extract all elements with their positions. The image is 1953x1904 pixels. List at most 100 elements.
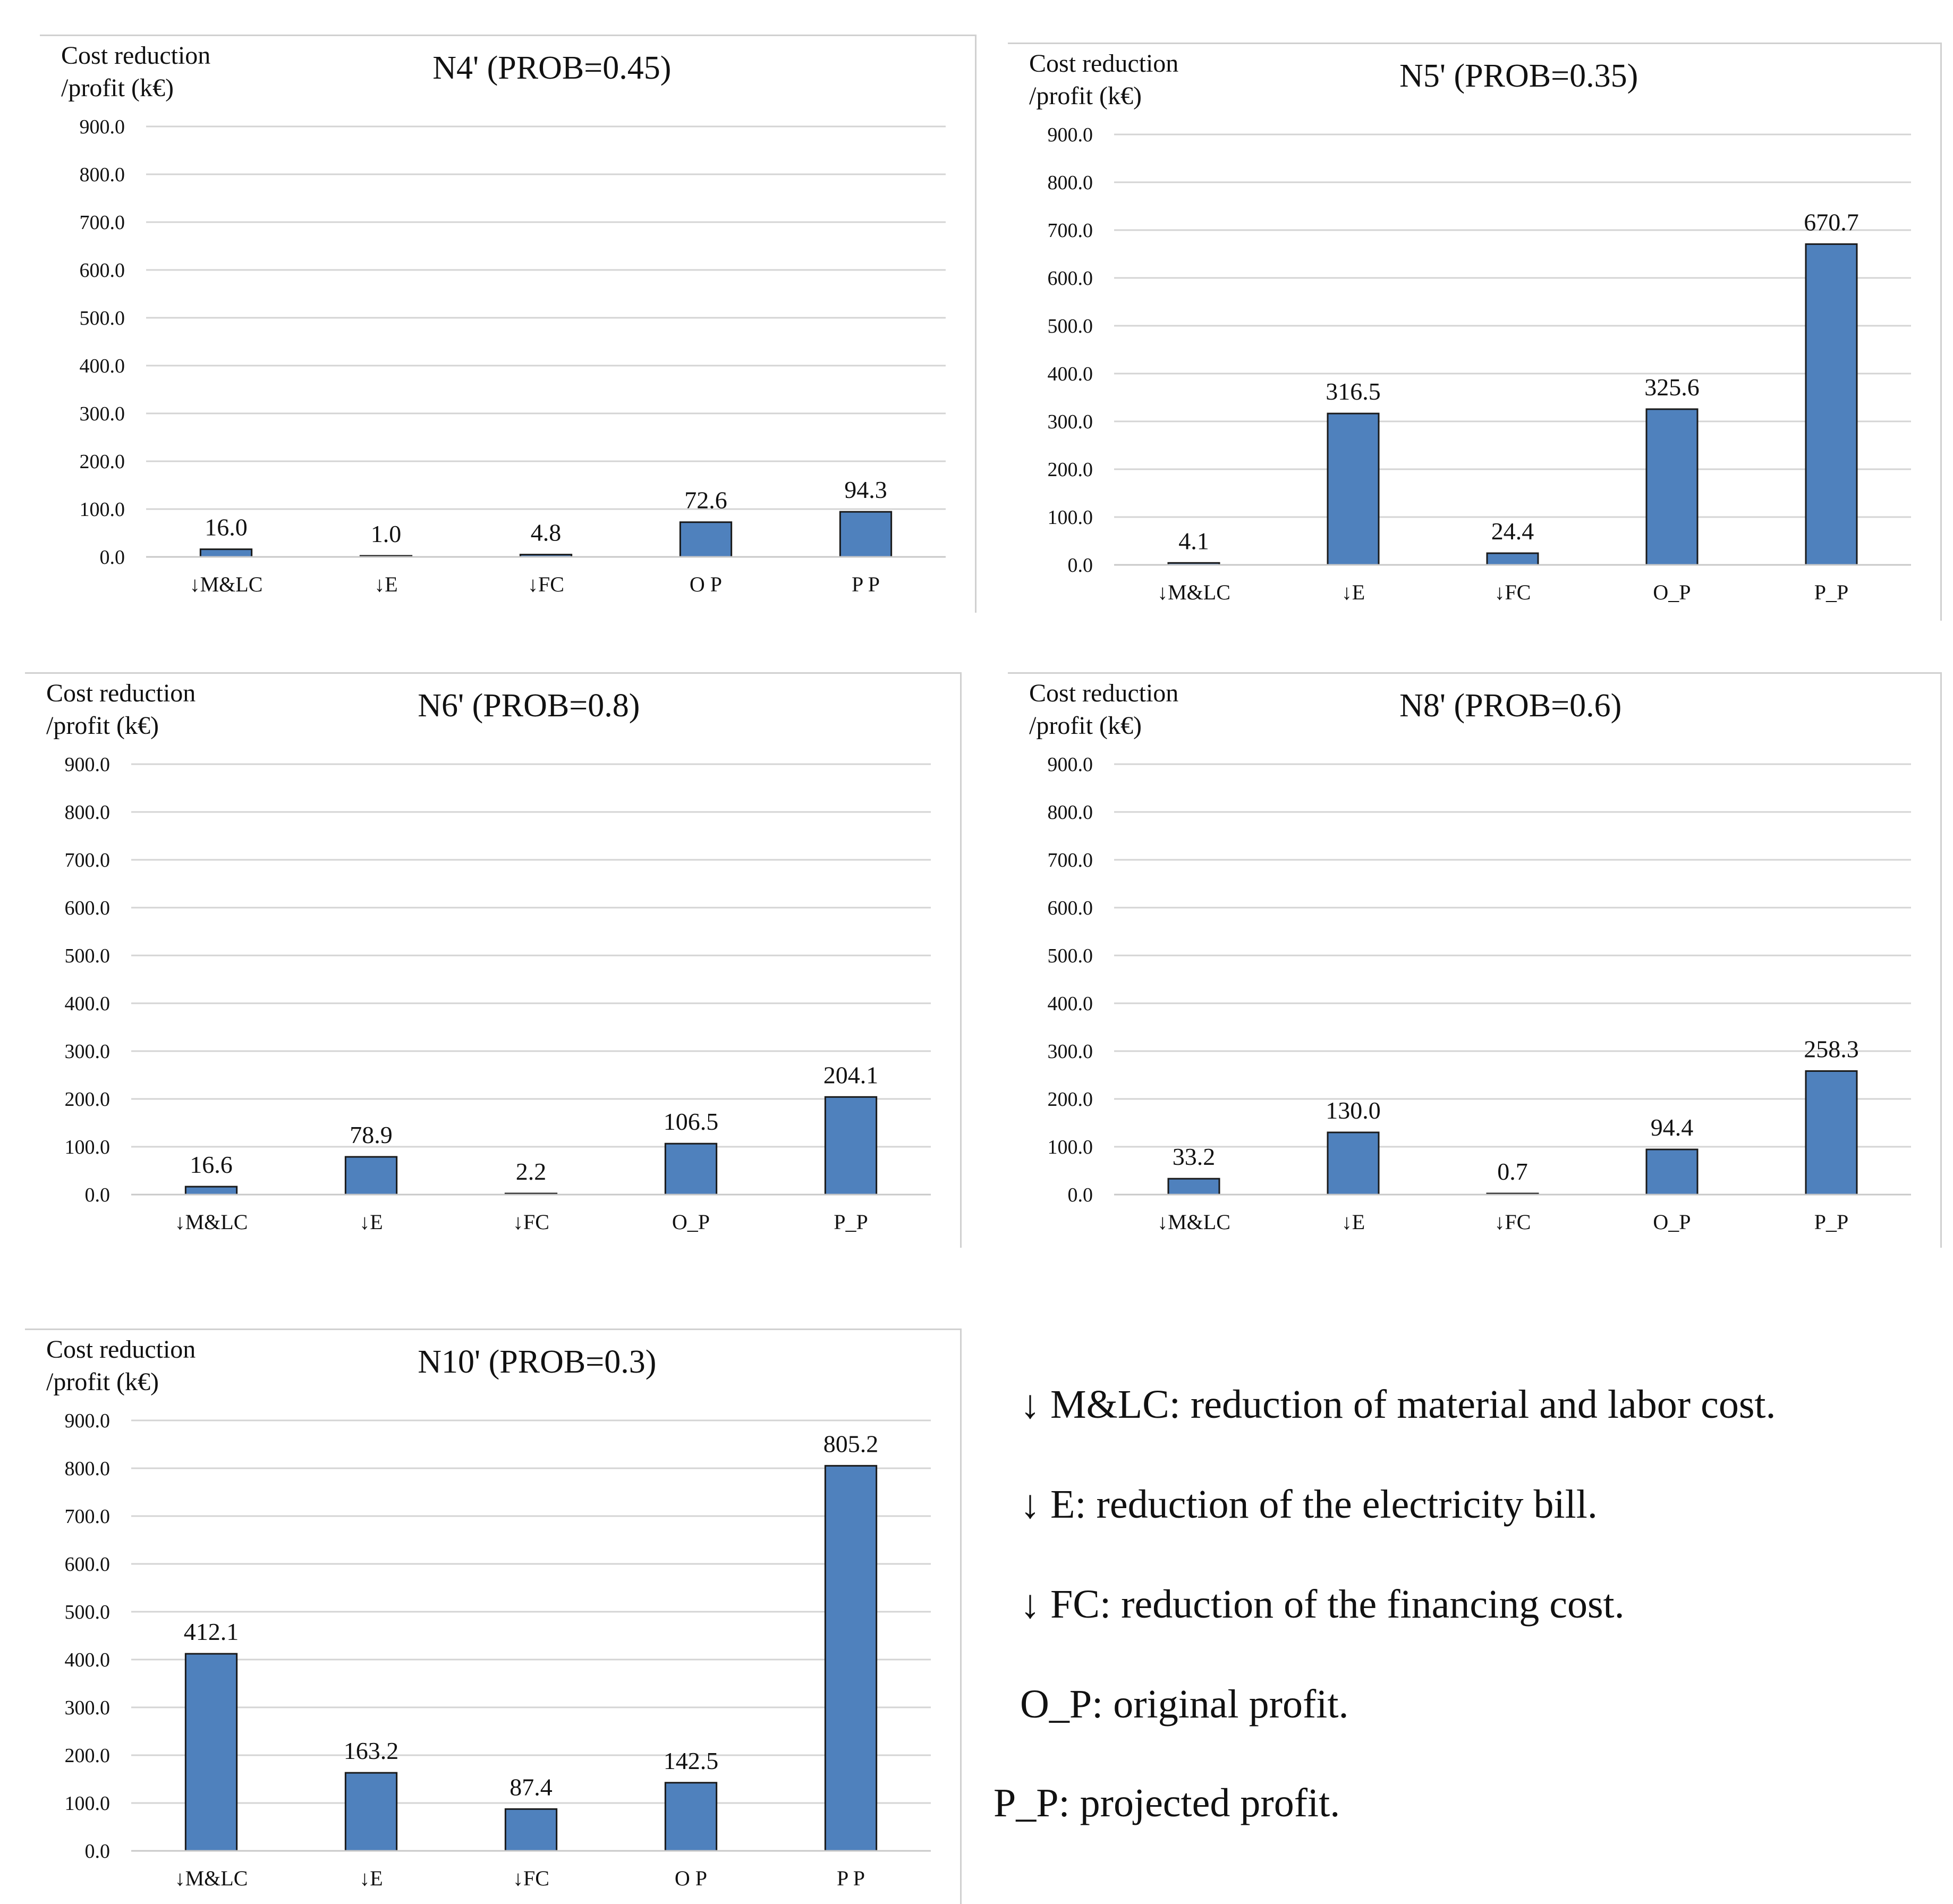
y-tick-label: 100.0 [80, 498, 125, 521]
y-tick-label: 500.0 [65, 1601, 111, 1623]
y-tick-label: 100.0 [65, 1136, 111, 1158]
bar [1805, 1070, 1858, 1196]
x-tick-label: P_P [1814, 580, 1849, 604]
data-label: 670.7 [1804, 208, 1859, 235]
chart-title: N10' (PROB=0.3) [418, 1344, 656, 1380]
data-label: 106.5 [664, 1108, 719, 1135]
x-tick-label: ↓FC [513, 1866, 549, 1890]
bar [664, 1782, 718, 1852]
data-label: 805.2 [823, 1430, 879, 1457]
y-tick-label: 700.0 [80, 211, 125, 234]
x-tick-label: ↓FC [528, 572, 564, 596]
x-tick-label: ↓FC [1495, 580, 1531, 604]
data-label: 163.2 [344, 1737, 399, 1764]
y-axis-title-line2: /profit (k€) [61, 74, 174, 102]
y-axis-title-line1: Cost reduction [46, 679, 196, 707]
x-tick-label: O P [675, 1866, 707, 1890]
bar [664, 1143, 718, 1196]
chart-svg: Cost reduction/profit (k€) N6' (PROB=0.8)… [46, 679, 931, 1234]
chart-svg: Cost reduction/profit (k€) N10' (PROB=0.3… [46, 1335, 931, 1890]
x-tick-label: O_P [672, 1210, 710, 1234]
chart-title: N6' (PROB=0.8) [418, 688, 640, 724]
data-label: 1.0 [371, 520, 402, 547]
x-tick-label: ↓M&LC [190, 572, 263, 596]
y-tick-label: 500.0 [65, 945, 111, 967]
y-tick-label: 700.0 [1048, 219, 1093, 242]
legend-item-mlc: ↓ M&LC: reduction of material and labor … [1020, 1382, 1776, 1427]
y-tick-label: 600.0 [1048, 897, 1093, 919]
y-axis-title-line2: /profit (k€) [46, 1368, 159, 1396]
chart-svg: Cost reduction/profit (k€) N5' (PROB=0.35… [1029, 49, 1911, 604]
y-tick-label: 0.0 [85, 1840, 111, 1863]
x-tick-label: ↓E [1341, 580, 1365, 604]
y-tick-label: 700.0 [65, 849, 111, 871]
y-tick-label: 300.0 [65, 1040, 111, 1063]
x-tick-label: ↓FC [1495, 1210, 1531, 1234]
y-axis-title-line2: /profit (k€) [46, 712, 159, 740]
chart-n8: Cost reduction/profit (k€) N8' (PROB=0.6)… [1008, 672, 1942, 1248]
y-tick-label: 900.0 [65, 754, 111, 776]
bar [679, 521, 733, 558]
y-tick-label: 400.0 [80, 355, 125, 377]
x-tick-label: ↓E [1341, 1210, 1365, 1234]
data-label: 78.9 [350, 1121, 393, 1148]
x-tick-label: ↓E [359, 1866, 383, 1890]
y-tick-label: 600.0 [1048, 267, 1093, 290]
y-tick-label: 200.0 [1048, 1088, 1093, 1111]
bar [1645, 408, 1699, 566]
y-tick-label: 100.0 [1048, 1136, 1093, 1158]
y-tick-label: 800.0 [1048, 801, 1093, 824]
chart-n10: Cost reduction/profit (k€) N10' (PROB=0.3… [25, 1328, 962, 1904]
x-tick-label: ↓M&LC [175, 1210, 248, 1234]
y-tick-label: 500.0 [1048, 945, 1093, 967]
y-tick-label: 200.0 [65, 1088, 111, 1111]
x-tick-label: O_P [1653, 580, 1691, 604]
y-tick-label: 100.0 [65, 1792, 111, 1815]
x-tick-label: ↓M&LC [1157, 580, 1230, 604]
y-tick-label: 600.0 [65, 1553, 111, 1576]
y-tick-label: 500.0 [80, 307, 125, 329]
x-tick-label: ↓M&LC [1157, 1210, 1230, 1234]
y-axis-title-line2: /profit (k€) [1029, 712, 1142, 740]
x-tick-label: ↓E [374, 572, 397, 596]
x-tick-label: P_P [834, 1210, 868, 1234]
bar [1327, 412, 1380, 566]
data-label: 130.0 [1326, 1097, 1381, 1124]
bar [1327, 1131, 1380, 1196]
data-label: 412.1 [184, 1618, 239, 1645]
y-tick-label: 400.0 [1048, 993, 1093, 1015]
bar [504, 1808, 558, 1852]
chart-n5: Cost reduction/profit (k€) N5' (PROB=0.35… [1008, 43, 1942, 621]
bar [184, 1186, 238, 1196]
bar [344, 1156, 398, 1196]
chart-svg: Cost reduction/profit (k€) N4' (PROB=0.45… [61, 41, 946, 596]
x-tick-label: ↓FC [513, 1210, 549, 1234]
data-label: 87.4 [510, 1773, 553, 1800]
y-tick-label: 600.0 [80, 259, 125, 282]
y-tick-label: 800.0 [80, 164, 125, 186]
data-label: 94.4 [1651, 1114, 1694, 1141]
y-axis-title-line2: /profit (k€) [1029, 82, 1142, 110]
chart-svg: Cost reduction/profit (k€) N8' (PROB=0.6)… [1029, 679, 1911, 1234]
chart-title: N8' (PROB=0.6) [1399, 688, 1621, 724]
data-label: 258.3 [1804, 1036, 1859, 1063]
y-axis-title-line1: Cost reduction [1029, 49, 1178, 78]
y-tick-label: 0.0 [1068, 1184, 1093, 1206]
chart-title: N5' (PROB=0.35) [1399, 58, 1638, 94]
bar [824, 1096, 878, 1196]
data-label: 16.0 [205, 514, 248, 541]
data-label: 24.4 [1491, 518, 1534, 545]
bar [184, 1653, 238, 1852]
y-tick-label: 0.0 [1068, 554, 1093, 577]
data-label: 33.2 [1173, 1143, 1216, 1170]
y-tick-label: 0.0 [85, 1184, 111, 1206]
y-tick-label: 200.0 [1048, 459, 1093, 481]
chart-n4: Cost reduction/profit (k€) N4' (PROB=0.45… [40, 35, 977, 613]
legend-item-pp: P_P: projected profit. [994, 1781, 1340, 1825]
y-tick-label: 400.0 [65, 993, 111, 1015]
data-label: 4.1 [1178, 527, 1209, 554]
y-tick-label: 300.0 [65, 1697, 111, 1719]
data-label: 316.5 [1326, 378, 1381, 405]
bar [1486, 552, 1539, 566]
y-tick-label: 0.0 [100, 546, 125, 569]
